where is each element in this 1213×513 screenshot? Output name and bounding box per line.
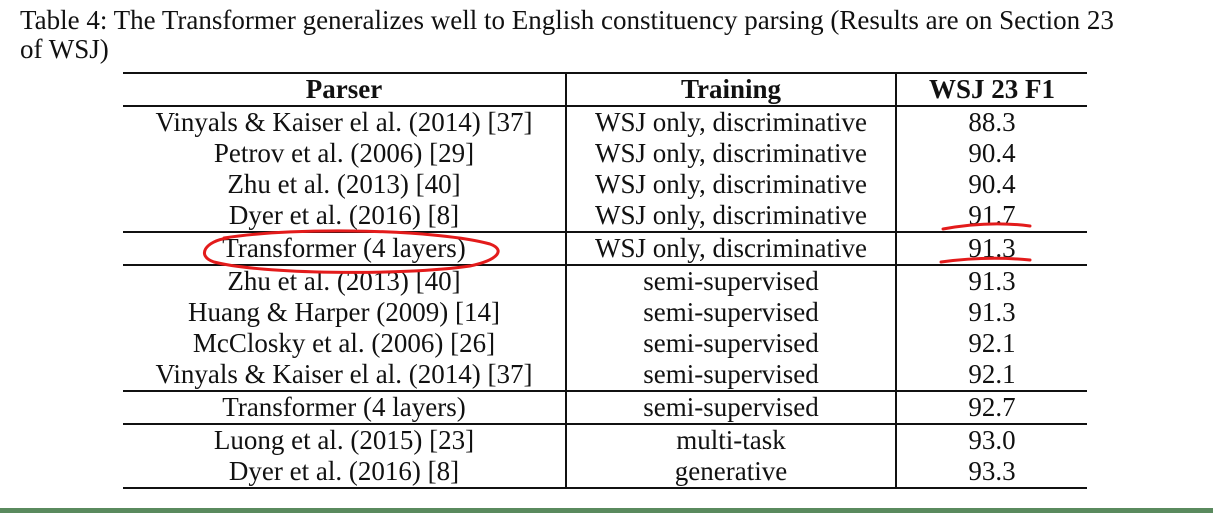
cell-parser: McClosky et al. (2006) [26] bbox=[123, 328, 567, 359]
cell-parser: Luong et al. (2015) [23] bbox=[123, 423, 567, 456]
table-row-highlighted: Transformer (4 layers) WSJ only, discrim… bbox=[123, 231, 1087, 265]
bottom-border-bar bbox=[0, 508, 1213, 513]
cell-parser: Vinyals & Kaiser el al. (2014) [37] bbox=[123, 106, 567, 138]
table-row: Dyer et al. (2016) [8] WSJ only, discrim… bbox=[123, 200, 1087, 232]
table-row: Vinyals & Kaiser el al. (2014) [37] semi… bbox=[123, 359, 1087, 391]
cell-f1: 91.3 bbox=[896, 231, 1087, 265]
caption-line-1: Table 4: The Transformer generalizes wel… bbox=[20, 5, 1114, 35]
table-row: Zhu et al. (2013) [40] WSJ only, discrim… bbox=[123, 169, 1087, 200]
cell-training: WSJ only, discriminative bbox=[566, 169, 897, 200]
results-table: Parser Training WSJ 23 F1 Vinyals & Kais… bbox=[123, 72, 1087, 489]
cell-f1: 90.4 bbox=[968, 138, 1016, 168]
cell-parser: Transformer (4 layers) bbox=[123, 231, 567, 265]
cell-parser: Vinyals & Kaiser el al. (2014) [37] bbox=[123, 359, 567, 391]
cell-parser: Transformer (4 layers) bbox=[123, 390, 567, 424]
table-row: Luong et al. (2015) [23] multi-task 93.0 bbox=[123, 423, 1087, 456]
table-row: Dyer et al. (2016) [8] generative 93.3 bbox=[123, 456, 1087, 489]
header-f1: WSJ 23 F1 bbox=[896, 72, 1087, 107]
cell-parser: Huang & Harper (2009) [14] bbox=[123, 297, 567, 328]
header-parser: Parser bbox=[123, 72, 567, 107]
cell-training: WSJ only, discriminative bbox=[566, 138, 897, 169]
table-row: Vinyals & Kaiser el al. (2014) [37] WSJ … bbox=[123, 106, 1087, 138]
cell-parser: Zhu et al. (2013) [40] bbox=[123, 264, 567, 297]
table-row: McClosky et al. (2006) [26] semi-supervi… bbox=[123, 328, 1087, 359]
cell-f1: 93.3 bbox=[896, 456, 1087, 489]
caption-line-2: of WSJ) bbox=[20, 34, 109, 64]
cell-f1: 92.1 bbox=[968, 328, 1016, 358]
table-row: Zhu et al. (2013) [40] semi-supervised 9… bbox=[123, 264, 1087, 297]
results-table-wrapper: Parser Training WSJ 23 F1 Vinyals & Kais… bbox=[123, 72, 1087, 489]
cell-parser: Petrov et al. (2006) [29] bbox=[123, 138, 567, 169]
cell-parser: Dyer et al. (2016) [8] bbox=[123, 200, 567, 232]
cell-f1: 93.0 bbox=[896, 423, 1087, 456]
cell-training: multi-task bbox=[566, 423, 897, 456]
cell-training: semi-supervised bbox=[566, 328, 897, 359]
cell-parser: Dyer et al. (2016) [8] bbox=[123, 456, 567, 489]
cell-training: semi-supervised bbox=[566, 297, 897, 328]
cell-parser: Zhu et al. (2013) [40] bbox=[123, 169, 567, 200]
table-row: Huang & Harper (2009) [14] semi-supervis… bbox=[123, 297, 1087, 328]
cell-training: WSJ only, discriminative bbox=[566, 231, 897, 265]
cell-f1: 91.3 bbox=[968, 297, 1016, 327]
header-training: Training bbox=[566, 72, 897, 107]
cell-training: semi-supervised bbox=[566, 264, 897, 297]
cell-f1: 92.7 bbox=[896, 390, 1087, 424]
cell-training: generative bbox=[566, 456, 897, 489]
cell-f1: 91.3 bbox=[896, 264, 1087, 297]
cell-training: semi-supervised bbox=[566, 390, 897, 424]
cell-f1: 91.7 bbox=[968, 200, 1016, 230]
cell-f1: 88.3 bbox=[968, 107, 1016, 137]
cell-training: WSJ only, discriminative bbox=[566, 106, 897, 138]
table-row: Petrov et al. (2006) [29] WSJ only, disc… bbox=[123, 138, 1087, 169]
table-caption: Table 4: The Transformer generalizes wel… bbox=[20, 6, 1200, 64]
table-row: Transformer (4 layers) semi-supervised 9… bbox=[123, 390, 1087, 424]
cell-f1: 90.4 bbox=[968, 169, 1016, 199]
cell-f1: 92.1 bbox=[968, 359, 1016, 389]
table-header-row: Parser Training WSJ 23 F1 bbox=[123, 72, 1087, 107]
cell-training: semi-supervised bbox=[566, 359, 897, 391]
cell-training: WSJ only, discriminative bbox=[566, 200, 897, 232]
